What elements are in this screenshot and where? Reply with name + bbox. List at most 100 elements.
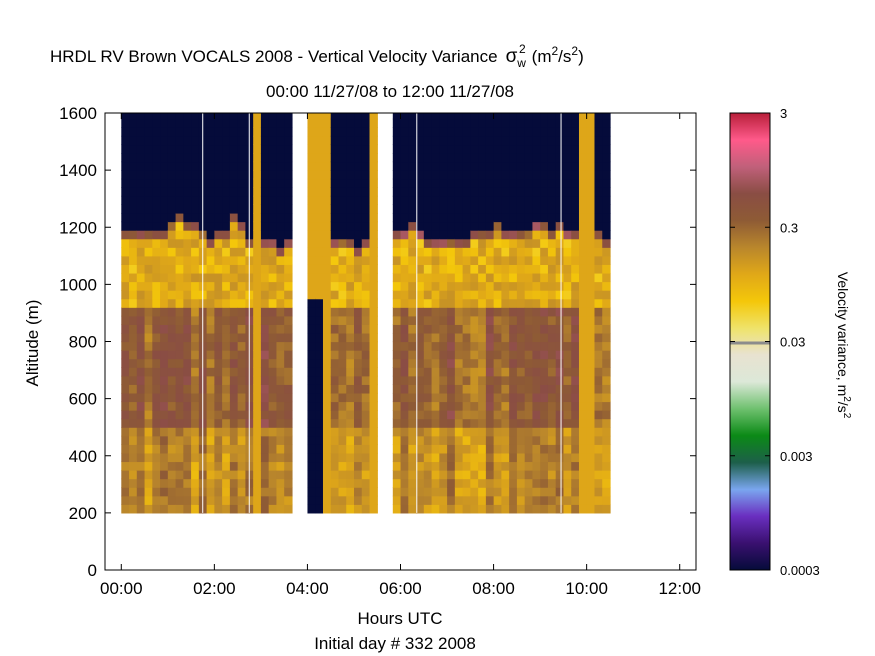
heatmap-cell (392, 230, 402, 240)
heatmap-cell (392, 470, 402, 480)
heatmap-cell (276, 375, 285, 385)
heatmap-cell (408, 315, 417, 325)
heatmap-cell (307, 152, 316, 163)
heatmap-cell (571, 452, 580, 463)
heatmap-cell (578, 281, 588, 291)
heatmap-cell (361, 135, 371, 146)
heatmap-cell (547, 135, 557, 146)
heatmap-cell (439, 272, 448, 283)
heatmap-cell (516, 187, 526, 197)
heatmap-cell (276, 495, 285, 505)
heatmap-cell (354, 315, 363, 325)
heatmap-cell (439, 221, 448, 231)
heatmap-cell (191, 170, 200, 180)
heatmap-cell (540, 358, 549, 368)
heatmap-cell (509, 401, 518, 411)
heatmap-cell (439, 152, 448, 163)
heatmap-cell (121, 384, 130, 394)
heatmap-cell (408, 427, 417, 437)
heatmap-cell (191, 452, 200, 463)
heatmap-cell (501, 350, 510, 360)
heatmap-cell (214, 204, 223, 214)
heatmap-cell (478, 418, 487, 428)
heatmap-cell (214, 401, 223, 411)
heatmap-cell (237, 135, 247, 146)
heatmap-cell (586, 324, 596, 334)
heatmap-cell (129, 375, 138, 385)
heatmap-cell (354, 350, 363, 360)
heatmap-cell (167, 350, 177, 360)
heatmap-cell (462, 452, 471, 463)
heatmap-cell (532, 315, 541, 325)
heatmap-cell (439, 127, 448, 137)
heatmap-cell (284, 118, 293, 128)
heatmap-cell (144, 375, 153, 385)
heatmap-cell (563, 272, 572, 283)
heatmap-cell (431, 135, 440, 146)
heatmap-cell (462, 290, 471, 300)
heatmap-cell (354, 127, 363, 137)
heatmap-cell (222, 410, 231, 420)
heatmap-cell (400, 332, 409, 343)
heatmap-cell (268, 272, 278, 283)
heatmap-cell (594, 350, 603, 360)
heatmap-cell (586, 315, 596, 325)
heatmap-cell (276, 418, 285, 428)
heatmap-cell (268, 401, 278, 411)
heatmap-cell (268, 367, 278, 377)
heatmap-cell (315, 144, 324, 154)
heatmap-cell (253, 290, 262, 300)
heatmap-cell (594, 435, 603, 445)
heatmap-cell (330, 118, 340, 128)
heatmap-cell (416, 144, 425, 154)
heatmap-cell (555, 375, 565, 385)
heatmap-cell (485, 204, 495, 214)
heatmap-cell (462, 367, 471, 377)
heatmap-cell (260, 315, 270, 325)
heatmap-cell (501, 290, 510, 300)
heatmap-cell (229, 118, 239, 128)
heatmap-cell (338, 401, 347, 411)
heatmap-cell (493, 332, 503, 343)
heatmap-cell (578, 204, 588, 214)
heatmap-cell (408, 230, 417, 240)
heatmap-cell (602, 127, 611, 137)
heatmap-cell (369, 204, 378, 214)
heatmap-cell (361, 487, 371, 497)
heatmap-cell (307, 195, 316, 205)
heatmap-cell (485, 247, 495, 257)
heatmap-cell (586, 247, 596, 257)
heatmap-cell (454, 170, 464, 180)
heatmap-cell (555, 410, 565, 420)
heatmap-cell (478, 315, 487, 325)
heatmap-cell (501, 384, 510, 394)
heatmap-cell (540, 470, 549, 480)
heatmap-cell (136, 298, 146, 308)
heatmap-cell (571, 170, 580, 180)
heatmap-cell (586, 307, 596, 317)
heatmap-cell (439, 144, 448, 154)
heatmap-cell (284, 195, 293, 205)
heatmap-cell (594, 161, 603, 171)
heatmap-cell (237, 170, 247, 180)
heatmap-cell (152, 195, 161, 205)
heatmap-cell (276, 212, 285, 223)
heatmap-cell (183, 272, 192, 283)
heatmap-cell (330, 170, 340, 180)
heatmap-cell (470, 427, 479, 437)
heatmap-cell (602, 315, 611, 325)
heatmap-cell (346, 152, 355, 163)
heatmap-cell (485, 470, 495, 480)
heatmap-cell (354, 444, 363, 454)
heatmap-cell (330, 161, 340, 171)
heatmap-cell (439, 255, 448, 265)
heatmap-cell (485, 410, 495, 420)
heatmap-cell (578, 418, 588, 428)
heatmap-cell (509, 161, 518, 171)
heatmap-cell (260, 350, 270, 360)
heatmap-cell (214, 187, 223, 197)
heatmap-cell (315, 298, 324, 308)
heatmap-cell (284, 435, 293, 445)
heatmap-cell (547, 170, 557, 180)
heatmap-cell (470, 118, 479, 128)
